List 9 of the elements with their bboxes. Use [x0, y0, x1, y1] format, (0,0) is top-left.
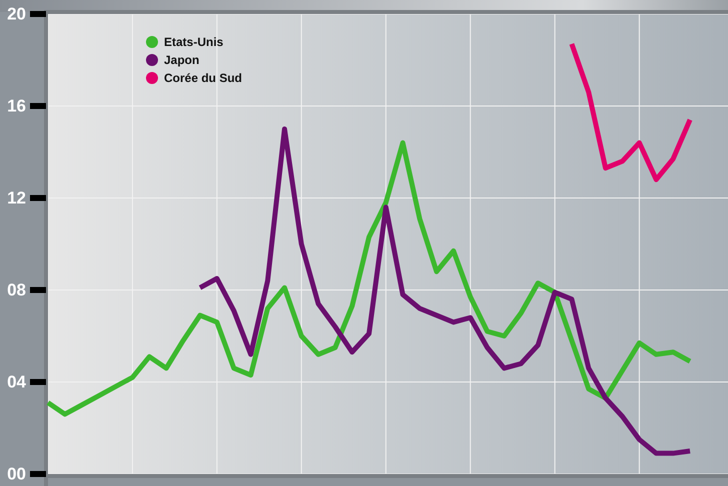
y-tick-label: 20 — [7, 4, 26, 24]
y-tick-label: 16 — [7, 96, 26, 116]
y-tick-label: 00 — [7, 464, 26, 484]
y-tick-label: 12 — [7, 188, 26, 208]
legend-label: Corée du Sud — [164, 71, 242, 86]
y-tick-label: 08 — [7, 280, 26, 300]
legend-label: Etats-Unis — [164, 35, 224, 50]
legend-label: Japon — [164, 53, 200, 68]
y-tick-label: 04 — [7, 372, 27, 392]
